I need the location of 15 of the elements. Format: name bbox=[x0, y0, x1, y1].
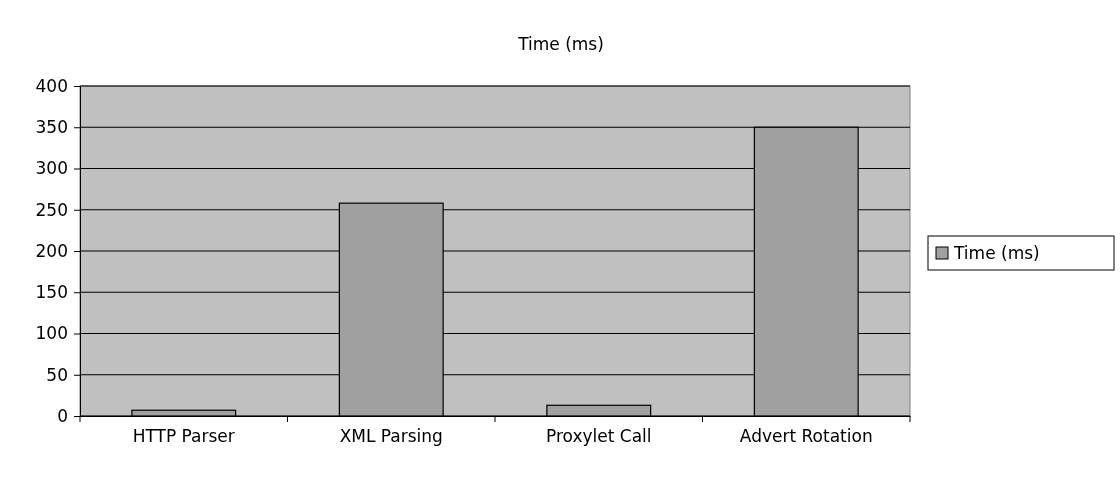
x-tick-label: Advert Rotation bbox=[739, 426, 873, 447]
legend-label: Time (ms) bbox=[953, 243, 1040, 263]
y-tick-label: 350 bbox=[35, 117, 68, 138]
y-tick-label: 250 bbox=[35, 199, 68, 220]
y-tick-label: 150 bbox=[35, 282, 68, 303]
y-tick-label: 400 bbox=[35, 75, 68, 96]
y-tick-label: 100 bbox=[35, 323, 68, 344]
y-tick-label: 300 bbox=[35, 158, 68, 179]
x-tick-label: XML Parsing bbox=[339, 426, 443, 447]
x-tick-label: HTTP Parser bbox=[132, 426, 235, 447]
x-tick-label: Proxylet Call bbox=[545, 426, 652, 447]
y-tick-label: 0 bbox=[57, 405, 68, 426]
chart-title: Time (ms) bbox=[517, 34, 604, 54]
y-tick-label: 50 bbox=[46, 364, 68, 385]
y-tick-label: 200 bbox=[35, 240, 68, 261]
